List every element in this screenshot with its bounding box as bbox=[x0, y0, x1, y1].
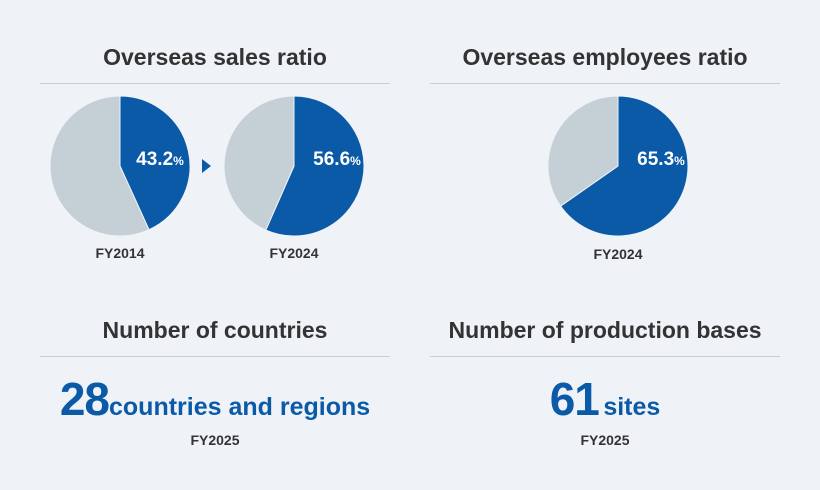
divider bbox=[40, 356, 390, 357]
countries-value: 28countries and regions bbox=[40, 372, 390, 426]
pie-employees-fy2024: 65.3% bbox=[548, 96, 688, 236]
year-label: FY2025 bbox=[190, 432, 240, 448]
pie-slice-overseas bbox=[265, 96, 364, 236]
countries-unit: countries and regions bbox=[109, 393, 371, 421]
pie-slice-overseas bbox=[559, 96, 688, 236]
year-label: FY2014 bbox=[95, 245, 145, 261]
bases-number: 61 bbox=[549, 373, 600, 425]
countries-title: Number of countries bbox=[102, 317, 328, 343]
pie-data-label: 43.2% bbox=[136, 149, 184, 170]
pie-slice-domestic bbox=[548, 96, 619, 207]
year-label: FY2025 bbox=[580, 432, 630, 448]
pie-slice-domestic bbox=[50, 96, 150, 236]
employees-ratio-title: Overseas employees ratio bbox=[462, 44, 748, 70]
bases-unit: sites bbox=[603, 393, 661, 421]
divider bbox=[40, 83, 390, 84]
pie-sales-fy2014: 43.2% bbox=[50, 96, 190, 236]
bases-value: 61 sites bbox=[430, 372, 780, 426]
year-label: FY2024 bbox=[269, 245, 319, 261]
pie-slice-overseas bbox=[119, 96, 190, 231]
sales-ratio-title: Overseas sales ratio bbox=[103, 44, 327, 70]
pie-sales-fy2024: 56.6% bbox=[224, 96, 364, 236]
divider bbox=[430, 83, 780, 84]
arrow-right-icon bbox=[202, 159, 211, 173]
year-label: FY2024 bbox=[593, 246, 643, 262]
pie-data-label: 56.6% bbox=[313, 149, 361, 170]
divider bbox=[430, 356, 780, 357]
pie-slice-domestic bbox=[224, 96, 295, 231]
pie-data-label: 65.3% bbox=[637, 149, 685, 170]
bases-title: Number of production bases bbox=[448, 317, 762, 343]
countries-number: 28 bbox=[59, 373, 110, 425]
